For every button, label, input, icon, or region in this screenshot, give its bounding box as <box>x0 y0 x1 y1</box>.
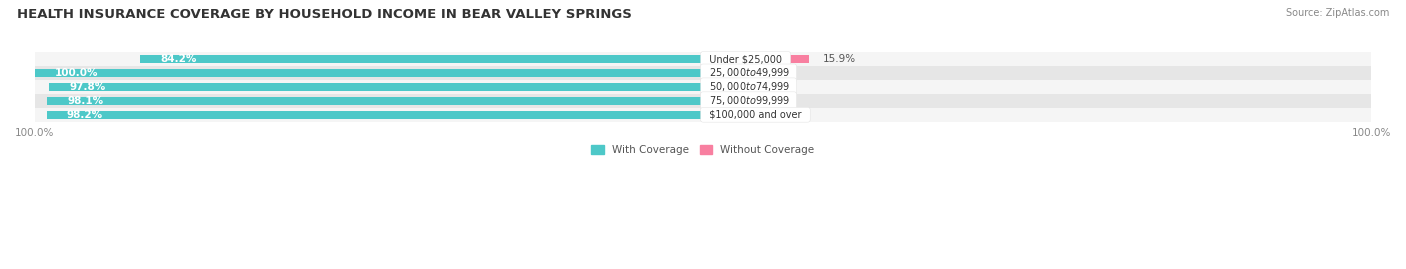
Text: HEALTH INSURANCE COVERAGE BY HOUSEHOLD INCOME IN BEAR VALLEY SPRINGS: HEALTH INSURANCE COVERAGE BY HOUSEHOLD I… <box>17 8 631 21</box>
Text: $25,000 to $49,999: $25,000 to $49,999 <box>703 66 794 79</box>
Text: 97.8%: 97.8% <box>69 82 105 92</box>
Bar <box>703 55 810 63</box>
Text: 15.9%: 15.9% <box>823 54 856 64</box>
Text: 100.0%: 100.0% <box>55 68 98 78</box>
Text: 98.1%: 98.1% <box>67 96 104 106</box>
Text: 2.2%: 2.2% <box>731 82 758 92</box>
Bar <box>703 97 716 105</box>
Bar <box>141 55 703 63</box>
Bar <box>35 94 1371 108</box>
Bar <box>46 111 703 119</box>
Bar <box>703 111 716 119</box>
Bar <box>35 108 1371 122</box>
Bar <box>35 52 1371 66</box>
Text: 1.9%: 1.9% <box>730 96 755 106</box>
Legend: With Coverage, Without Coverage: With Coverage, Without Coverage <box>588 141 818 159</box>
Text: 0.0%: 0.0% <box>717 68 742 78</box>
Text: $50,000 to $74,999: $50,000 to $74,999 <box>703 80 794 93</box>
Text: 98.2%: 98.2% <box>66 110 103 120</box>
Text: 1.8%: 1.8% <box>728 110 755 120</box>
Text: 84.2%: 84.2% <box>160 54 197 64</box>
Bar <box>703 83 717 91</box>
Bar <box>35 80 1371 94</box>
Text: $75,000 to $99,999: $75,000 to $99,999 <box>703 94 794 107</box>
Text: $100,000 and over: $100,000 and over <box>703 110 808 120</box>
Text: Source: ZipAtlas.com: Source: ZipAtlas.com <box>1285 8 1389 18</box>
Bar <box>35 69 703 77</box>
Bar <box>48 97 703 105</box>
Text: Under $25,000: Under $25,000 <box>703 54 789 64</box>
Bar <box>35 66 1371 80</box>
Bar <box>49 83 703 91</box>
